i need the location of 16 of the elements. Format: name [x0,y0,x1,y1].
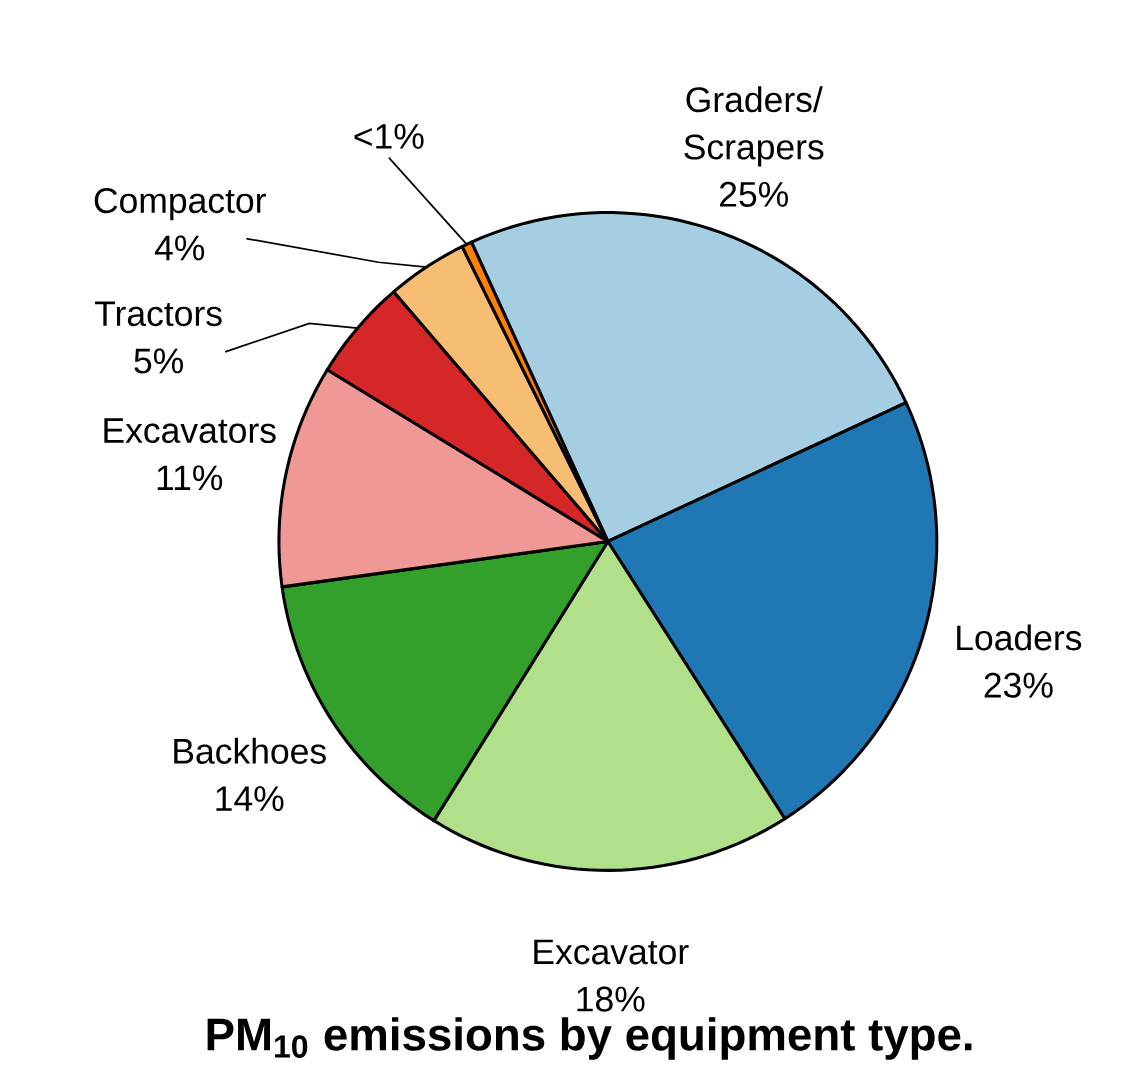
data-label: 25% [720,181,788,207]
data-label: 23% [984,672,1053,698]
data-label: 4% [154,235,205,261]
data-label: 5% [134,348,183,374]
data-label: <1% [354,123,424,149]
data-label: 18% [577,986,645,1012]
slice-label: Tractors [94,301,222,327]
slice-label: Compactor [94,187,266,221]
slice-label: Graders/ Scrapers [684,86,824,167]
slice-label: Backhoes [174,737,326,764]
slice-label: Loaders [957,624,1082,651]
slice-label: Excavator [534,939,689,965]
slice-label: Excavators [104,418,276,443]
text: PM$_{10}$ emissions by equipment type. [207,1017,972,1060]
data-label: 14% [216,786,284,811]
data-label: 11% [157,465,223,491]
